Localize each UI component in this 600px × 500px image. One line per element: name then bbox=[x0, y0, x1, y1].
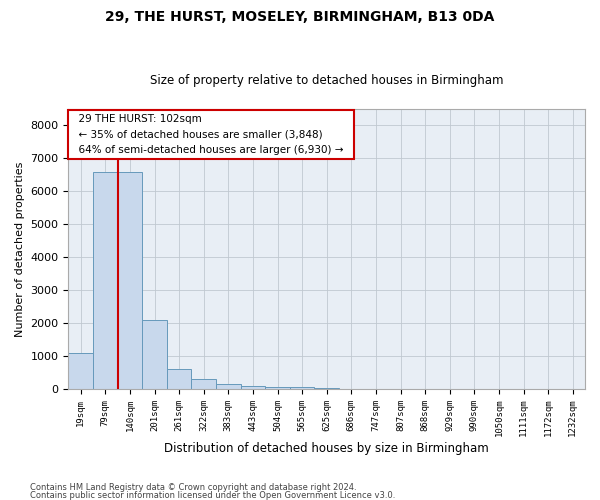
Bar bbox=[191, 379, 216, 389]
Y-axis label: Number of detached properties: Number of detached properties bbox=[15, 162, 25, 336]
Bar bbox=[241, 386, 265, 389]
Title: Size of property relative to detached houses in Birmingham: Size of property relative to detached ho… bbox=[150, 74, 503, 87]
X-axis label: Distribution of detached houses by size in Birmingham: Distribution of detached houses by size … bbox=[164, 442, 489, 455]
Text: 29, THE HURST, MOSELEY, BIRMINGHAM, B13 0DA: 29, THE HURST, MOSELEY, BIRMINGHAM, B13 … bbox=[106, 10, 494, 24]
Bar bbox=[68, 353, 93, 389]
Bar bbox=[265, 387, 290, 389]
Bar bbox=[167, 370, 191, 389]
Text: 29 THE HURST: 102sqm  
  ← 35% of detached houses are smaller (3,848)  
  64% of: 29 THE HURST: 102sqm ← 35% of detached h… bbox=[72, 114, 350, 155]
Text: Contains public sector information licensed under the Open Government Licence v3: Contains public sector information licen… bbox=[30, 490, 395, 500]
Text: Contains HM Land Registry data © Crown copyright and database right 2024.: Contains HM Land Registry data © Crown c… bbox=[30, 484, 356, 492]
Bar bbox=[142, 320, 167, 389]
Bar bbox=[118, 172, 142, 389]
Bar bbox=[93, 172, 118, 389]
Bar bbox=[290, 388, 314, 389]
Bar bbox=[216, 384, 241, 389]
Bar bbox=[314, 388, 339, 389]
